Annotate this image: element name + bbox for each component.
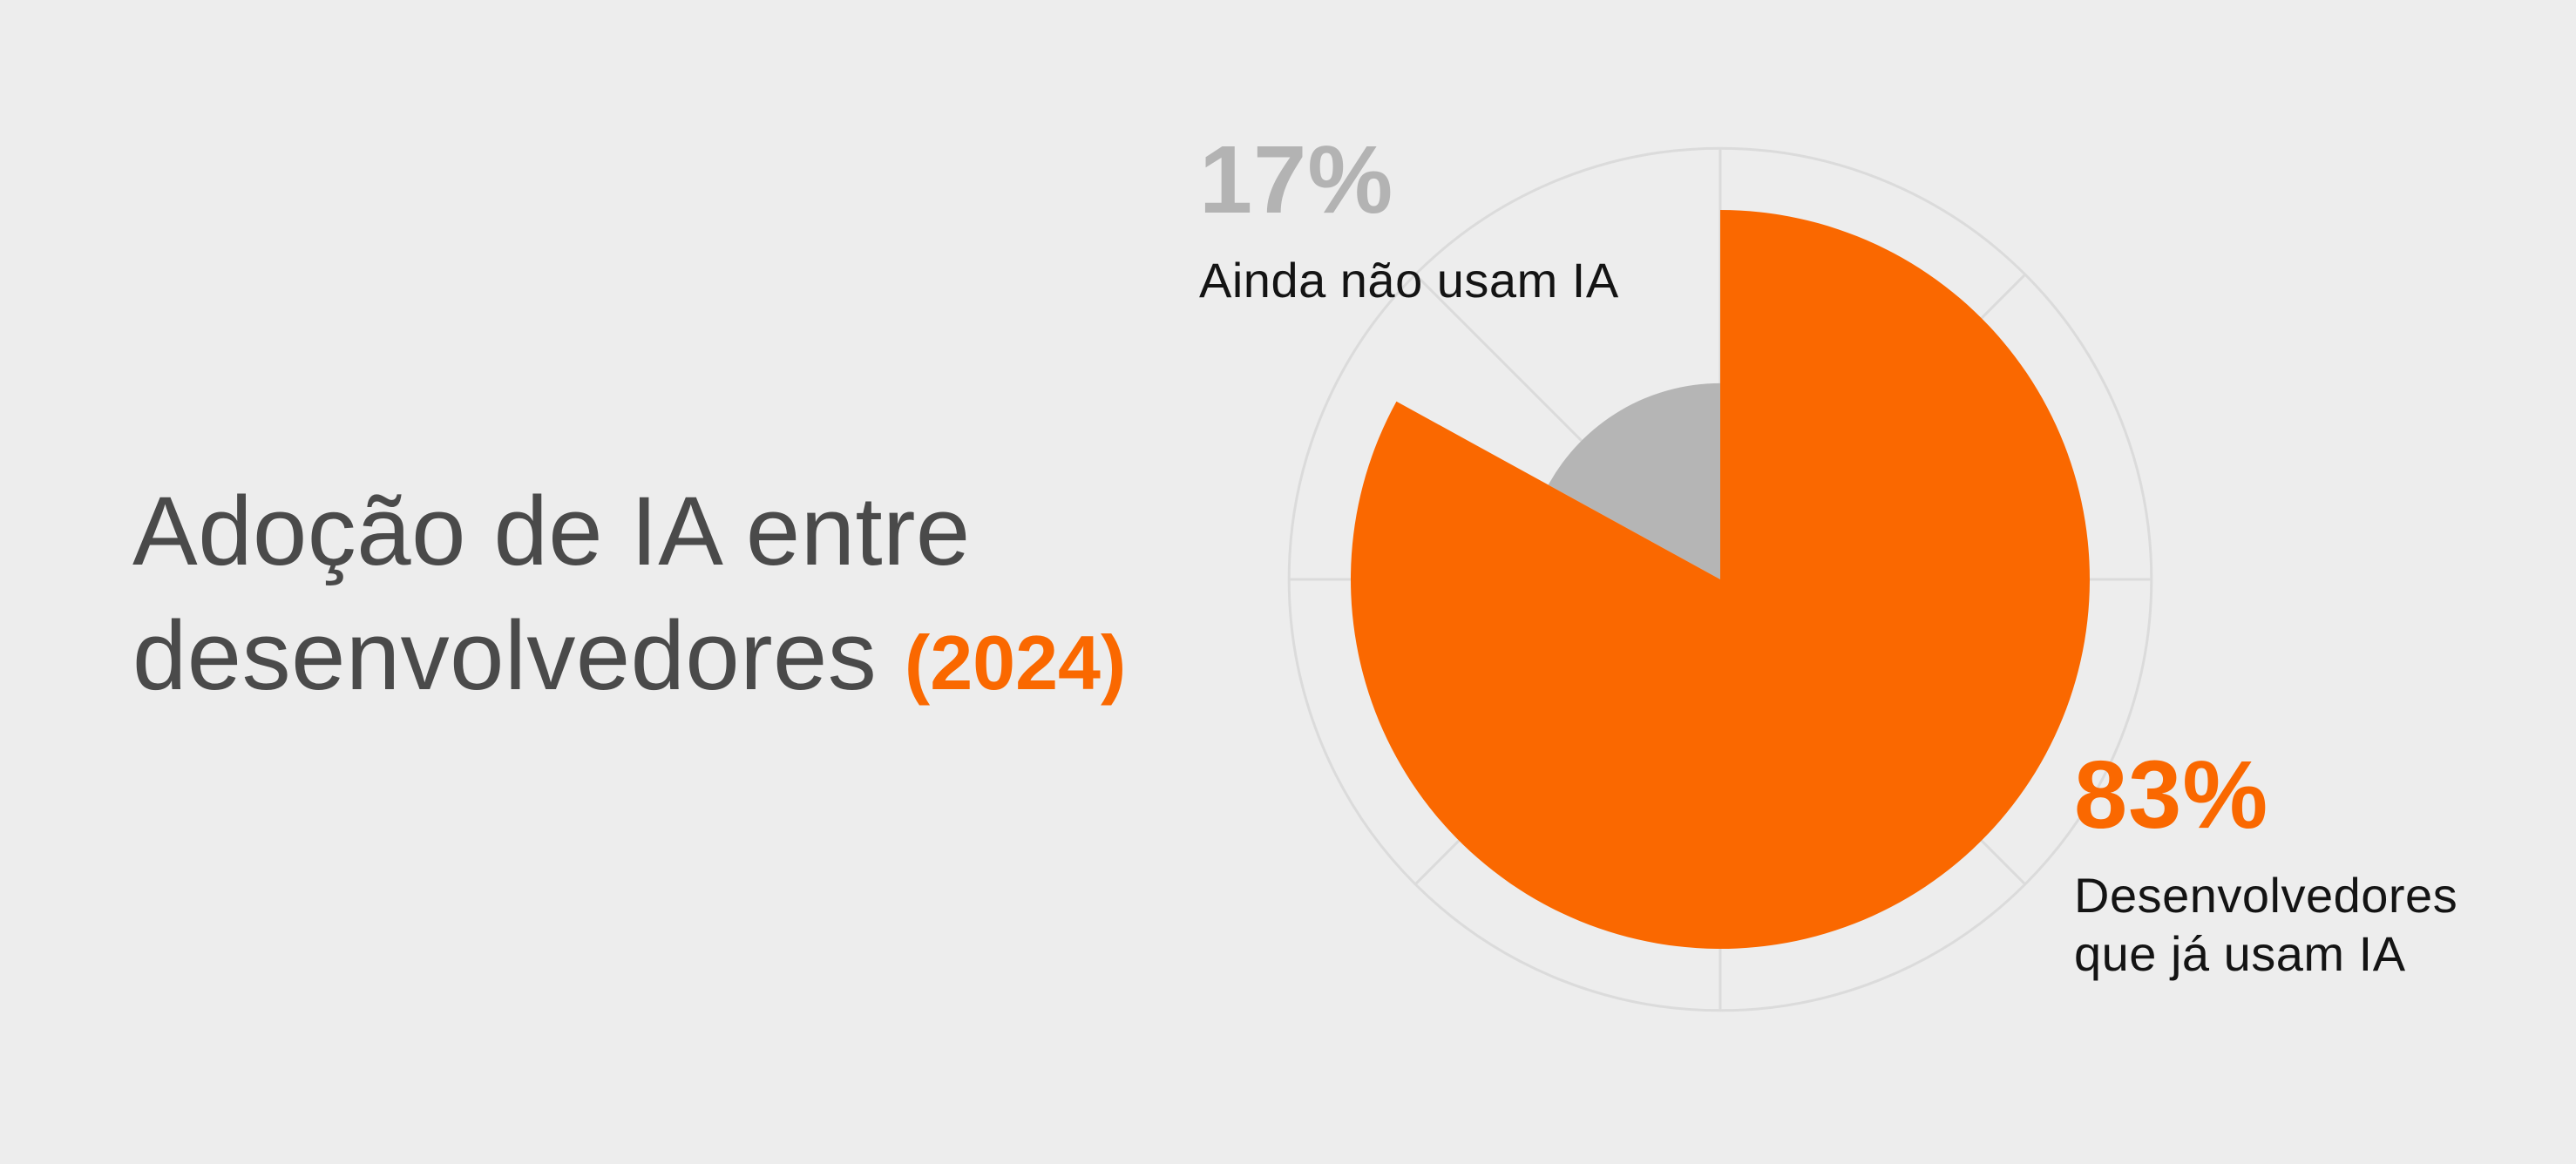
chart-title: Adoção de IA entre desenvolvedores (2024…	[132, 469, 1265, 719]
callout-not-using-ai: 17% Ainda não usam IA	[1199, 132, 1619, 309]
pie-chart	[1287, 146, 2153, 1012]
chart-title-line2: desenvolvedores	[132, 601, 878, 711]
label-using-line1: Desenvolvedores	[2074, 868, 2458, 923]
pie-chart-container	[1263, 122, 2178, 1037]
label-not-using: Ainda não usam IA	[1199, 253, 1619, 308]
pie-slice-1	[1548, 382, 1720, 579]
pie-slice-0	[1351, 210, 2090, 949]
label-using: Desenvolvedores que já usam IA	[2074, 866, 2457, 983]
label-using-line2: que já usam IA	[2074, 926, 2406, 982]
callout-using-ai: 83% Desenvolvedores que já usam IA	[2074, 748, 2457, 983]
chart-title-year: (2024)	[904, 619, 1127, 707]
pct-value-using: 83%	[2074, 741, 2269, 849]
chart-title-line1: Adoção de IA entre	[132, 477, 971, 585]
pct-value-not-using: 17%	[1199, 126, 1394, 233]
